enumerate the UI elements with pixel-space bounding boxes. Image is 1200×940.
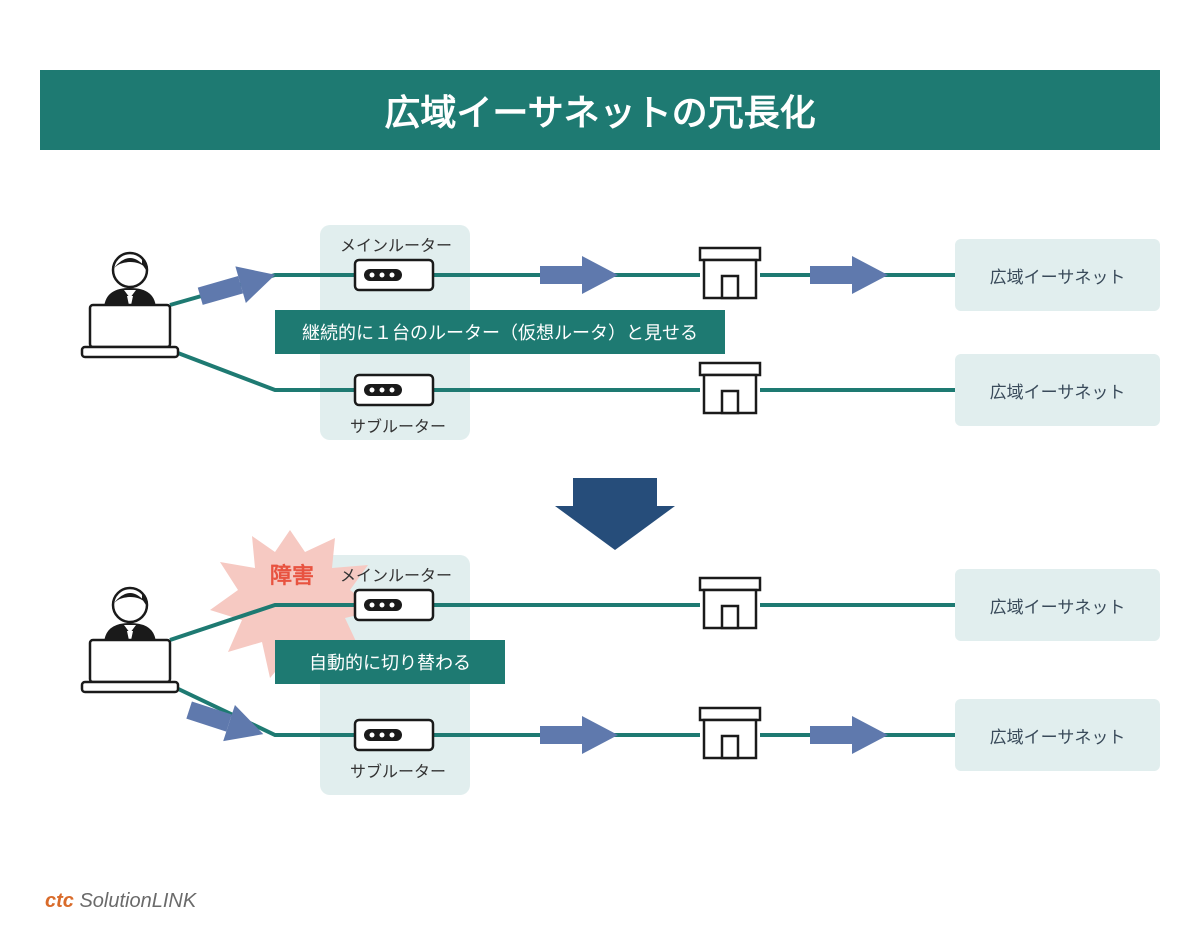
svg-layer: [0, 0, 1200, 940]
main-router-label: メインルーター: [340, 562, 452, 586]
footer-ctc: ctc: [45, 890, 74, 912]
caption-text: 継続的に１台のルーター（仮想ルータ）と見せる: [302, 319, 698, 345]
building-icon: [700, 248, 760, 298]
building-icon: [700, 708, 760, 758]
arrow-icon: [540, 256, 618, 294]
ethernet-label: 広域イーサネット: [990, 723, 1126, 748]
ethernet-box: 広域イーサネット: [955, 699, 1160, 771]
caption-auto-switch: 自動的に切り替わる: [275, 640, 505, 684]
router-icon: [355, 375, 433, 405]
user-icon: [82, 588, 178, 692]
big-down-arrow-icon: [555, 478, 675, 550]
arrow-icon: [540, 716, 618, 754]
diagram-canvas: 広域イーサネットの冗長化: [0, 0, 1200, 940]
failure-label: 障害: [270, 558, 314, 590]
router-icon: [355, 590, 433, 620]
sub-router-label: サブルーター: [350, 758, 446, 782]
caption-virtual-router: 継続的に１台のルーター（仮想ルータ）と見せる: [275, 310, 725, 354]
user-icon: [82, 253, 178, 357]
building-icon: [700, 363, 760, 413]
ethernet-label: 広域イーサネット: [990, 378, 1126, 403]
footer-solutionlink: SolutionLINK: [74, 890, 196, 912]
sub-router-label: サブルーター: [350, 413, 446, 437]
caption-text: 自動的に切り替わる: [309, 649, 471, 675]
arrow-icon: [810, 716, 888, 754]
ethernet-label: 広域イーサネット: [990, 263, 1126, 288]
ethernet-box: 広域イーサネット: [955, 354, 1160, 426]
ethernet-box: 広域イーサネット: [955, 569, 1160, 641]
router-icon: [355, 260, 433, 290]
building-icon: [700, 578, 760, 628]
main-router-label: メインルーター: [340, 232, 452, 256]
router-icon: [355, 720, 433, 750]
ethernet-box: 広域イーサネット: [955, 239, 1160, 311]
arrow-icon: [810, 256, 888, 294]
ethernet-label: 広域イーサネット: [990, 593, 1126, 618]
footer-brand: ctc SolutionLINK: [45, 890, 196, 913]
